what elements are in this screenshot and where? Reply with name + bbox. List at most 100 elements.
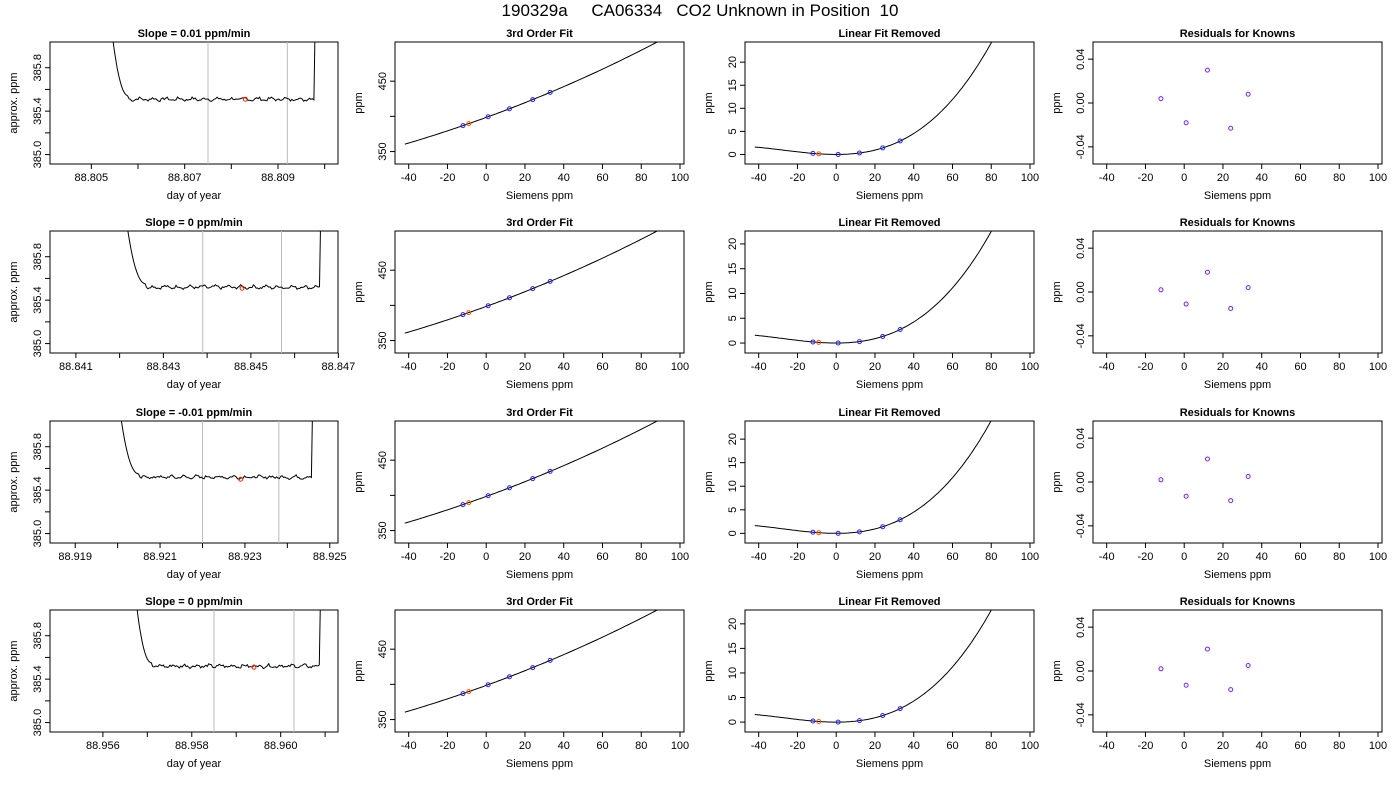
chart-r1c2-unknown-point — [466, 121, 472, 127]
chart-r4c2-known-point — [547, 657, 553, 663]
chart-r4c4-ytick-label: 0.00 — [1075, 660, 1087, 681]
chart-r3c3-ylabel: ppm — [703, 471, 715, 492]
chart-r1c2-known-point — [547, 89, 553, 95]
chart-r3c3-title: Linear Fit Removed — [838, 407, 940, 419]
chart-r1c3-unknown-point — [816, 151, 822, 157]
chart-r2c2-xtick-label: 40 — [558, 361, 570, 373]
chart-r2c3-ytick-label: 10 — [727, 287, 739, 299]
chart-r1c3-known-point — [897, 138, 903, 144]
chart-r2c2-ylabel: ppm — [353, 281, 365, 302]
chart-r1c3-xtick-label: 80 — [985, 172, 997, 184]
chart-r1c2-frame — [394, 41, 685, 165]
chart-r3c4-xtick-label: 80 — [1333, 551, 1345, 563]
chart-r1c1-marker — [242, 96, 248, 102]
chart-r1c4-ytick-label: 0.04 — [1075, 48, 1087, 69]
chart-r4c3-xtick-label: 80 — [985, 740, 997, 752]
chart-r4c1-xtick-label: 88.960 — [264, 740, 298, 752]
chart-r2c3-xtick-label: -40 — [751, 361, 767, 373]
chart-r3c2-known-point — [485, 493, 491, 499]
chart-r1c3-ytick-label: 0 — [727, 151, 739, 157]
chart-r4c1-xtick-label: 88.958 — [175, 740, 209, 752]
chart-r3c3-frame — [744, 420, 1035, 544]
chart-r1c2-xtick-label: 0 — [483, 172, 489, 184]
chart-r2c3-xtick-label: 80 — [985, 361, 997, 373]
chart-r3c3: Linear Fit Removed -40 -20 0 20 40 60 80 100 0 5 10… — [703, 407, 1039, 581]
chart-r3c4-ytick-label: -0.04 — [1075, 513, 1087, 538]
chart-r1c1-xtick-label: 88.807 — [168, 172, 202, 184]
chart-r1c1-ylabel: approx. ppm — [8, 72, 20, 133]
chart-r3c3-xtick-label: 60 — [946, 551, 958, 563]
chart-r4c3: Linear Fit Removed -40 -20 0 20 40 60 80 100 0 5 10… — [703, 596, 1039, 770]
chart-r1c3-fit-curve — [754, 42, 993, 155]
chart-r2c4-xtick-label: 0 — [1181, 361, 1187, 373]
chart-r4c1: Slope = 0 ppm/min 88.956 88.958 88.960 385.0… — [8, 596, 339, 770]
chart-r3c3-unknown-point — [816, 530, 822, 536]
chart-r3c3-known-point — [897, 517, 903, 523]
chart-r4c2-ylabel: ppm — [353, 660, 365, 681]
chart-r1c2: 3rd Order Fit -40 -20 0 20 40 60 80 100 350 450 Sie… — [353, 28, 689, 202]
chart-r3c4-ytick-label: 0.04 — [1075, 427, 1087, 448]
chart-r1c4: Residuals for Knowns -40 -20 0 20 40 60 80 100 -0… — [1051, 28, 1387, 202]
chart-r1c3-xtick-label: 0 — [833, 172, 839, 184]
chart-r2c1-title: Slope = 0 ppm/min — [145, 217, 243, 229]
chart-r4c3-known-point — [810, 718, 816, 724]
chart-r3c4-xlabel: Siemens ppm — [1204, 569, 1271, 581]
chart-r1c3-xtick-label: 100 — [1021, 172, 1039, 184]
chart-r4c1-frame — [49, 609, 339, 733]
chart-r2c4-xtick-label: -20 — [1137, 361, 1153, 373]
chart-r2c2-xtick-label: 60 — [596, 361, 608, 373]
chart-r2c2-fit-curve — [404, 231, 659, 334]
chart-r4c3-xtick-label: 100 — [1021, 740, 1039, 752]
chart-r1c1-xtick-label: 88.805 — [75, 172, 109, 184]
chart-r4c2-xtick-label: -40 — [401, 740, 417, 752]
chart-r4c3-unknown-point — [816, 718, 822, 724]
chart-r3c1-xlabel: day of year — [167, 569, 222, 581]
chart-r3c4-residual-point — [1245, 474, 1251, 480]
chart-r2c3-xtick-label: -20 — [789, 361, 805, 373]
chart-r1c1-ytick-label: 385.4 — [32, 97, 44, 125]
chart-r2c4-xtick-label: 60 — [1294, 361, 1306, 373]
chart-r4c4-ylabel: ppm — [1051, 660, 1063, 681]
chart-r1c2-xtick-label: 60 — [596, 172, 608, 184]
chart-r1c1-ytick-label: 385.0 — [32, 141, 44, 169]
chart-r1c4-xtick-label: 0 — [1181, 172, 1187, 184]
chart-r1c2-xtick-label: -40 — [401, 172, 417, 184]
chart-r4c2-xtick-label: 20 — [519, 740, 531, 752]
chart-r4c2-known-point — [460, 691, 466, 697]
chart-r3c2-ytick-label: 450 — [377, 451, 389, 469]
chart-r3c1-title: Slope = -0.01 ppm/min — [136, 407, 253, 419]
chart-r1c1-frame — [49, 41, 339, 165]
chart-r3c2-xtick-label: 80 — [635, 551, 647, 563]
chart-r1c3-xtick-label: 40 — [908, 172, 920, 184]
chart-r2c4-residual-point — [1245, 285, 1251, 291]
chart-r3c3-known-point — [880, 524, 886, 530]
chart-r4c4-residual-point — [1228, 687, 1234, 693]
chart-r2c2-frame — [394, 230, 685, 354]
chart-r2c1-ytick-label: 385.0 — [32, 330, 44, 358]
chart-r1c2-xlabel: Siemens ppm — [506, 190, 573, 202]
chart-r2c4-xtick-label: -40 — [1099, 361, 1115, 373]
chart-r3c1-xtick-label: 88.919 — [58, 551, 92, 563]
chart-r3c1-frame — [49, 420, 339, 544]
chart-r1c3-known-point — [835, 151, 841, 157]
chart-r3c3-known-point — [856, 529, 862, 535]
chart-r4c2-xtick-label: 0 — [483, 740, 489, 752]
chart-r2c2-ytick-label: 350 — [377, 331, 389, 349]
chart-r1c3-ytick-label: 10 — [727, 102, 739, 114]
chart-r1c2-known-point — [506, 106, 512, 112]
chart-r1c4-xtick-label: 60 — [1294, 172, 1306, 184]
chart-r1c3-xlabel: Siemens ppm — [856, 190, 923, 202]
chart-r4c4: Residuals for Knowns -40 -20 0 20 40 60 80 100 -0… — [1051, 596, 1387, 770]
chart-r1c2-ytick-label: 450 — [377, 72, 389, 90]
chart-r4c2-xtick-label: 80 — [635, 740, 647, 752]
chart-r4c2-xtick-label: 60 — [596, 740, 608, 752]
chart-r2c3-unknown-point — [816, 339, 822, 345]
chart-r3c3-ytick-label: 15 — [727, 457, 739, 469]
chart-r3c2-known-point — [460, 502, 466, 508]
chart-r4c3-xtick-label: 20 — [869, 740, 881, 752]
chart-r2c1-frame — [49, 230, 339, 354]
chart-r3c4-title: Residuals for Knowns — [1180, 407, 1296, 419]
chart-r4c1-ytick-label: 385.0 — [32, 709, 44, 737]
chart-r1c3-ytick-label: 15 — [727, 79, 739, 91]
chart-r4c4-xtick-label: 20 — [1217, 740, 1229, 752]
